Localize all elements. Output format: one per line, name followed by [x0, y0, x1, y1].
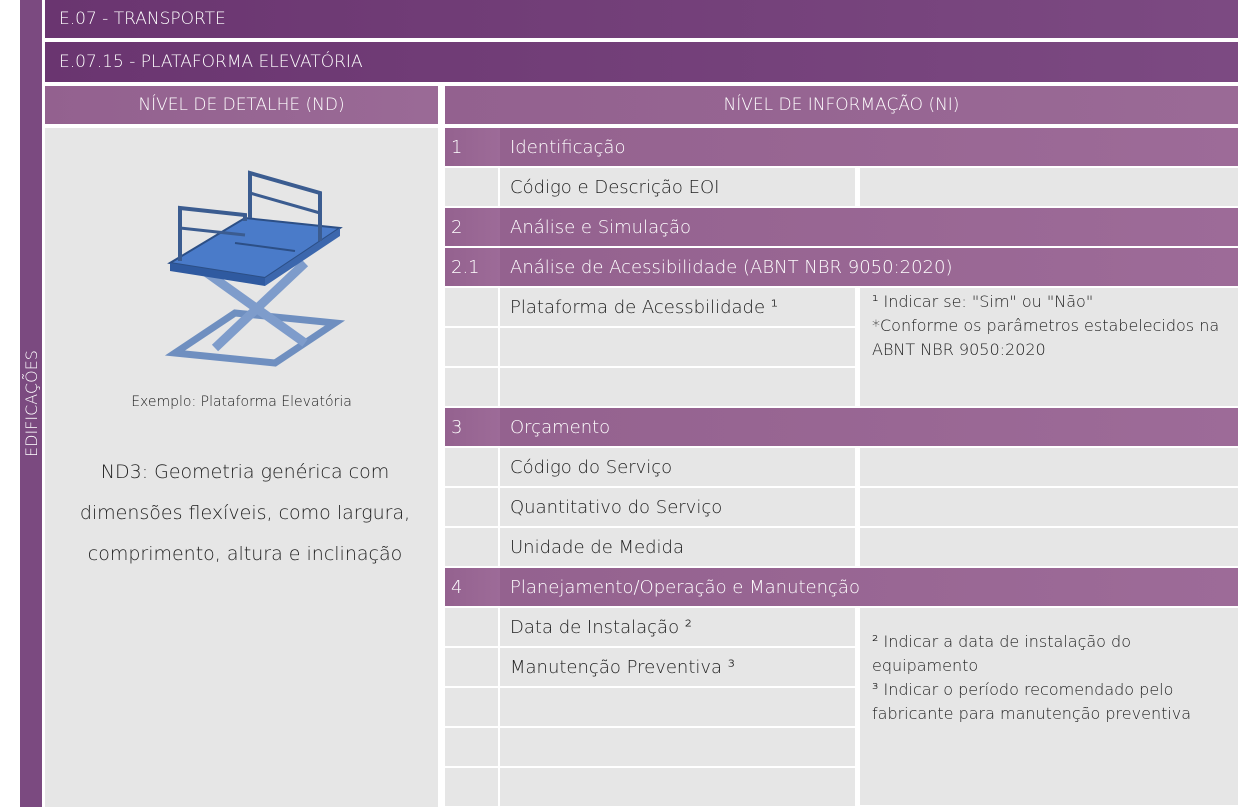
sidebar-label: EDIFICAÇÕES: [21, 350, 41, 457]
item-label: Quantitativo do Serviço: [500, 488, 855, 526]
section-title: Orçamento: [500, 408, 1238, 446]
note: ¹ Indicar se: "Sim" ou "Não" *Conforme os…: [860, 288, 1238, 406]
item-label: Data de Instalação ²: [500, 608, 855, 646]
row-number-cell: [445, 328, 498, 366]
value-cell: [860, 168, 1238, 206]
column-header: NÍVEL DE INFORMAÇÃO (NI): [445, 86, 1238, 124]
section-number: 3: [445, 408, 500, 446]
column-header: NÍVEL DE DETALHE (ND): [45, 86, 438, 124]
item-label: Código do Serviço: [500, 448, 855, 486]
subtitle: E.07.15 - PLATAFORMA ELEVATÓRIA: [45, 42, 1238, 82]
note-line: ² Indicar a data de instalação do equipa…: [872, 632, 1131, 675]
note-line: ³ Indicar o período recomendado pelo fab…: [872, 680, 1192, 723]
item-label: Código e Descrição EOI: [500, 168, 855, 206]
sidebar: EDIFICAÇÕES: [20, 0, 42, 807]
detail-panel: Exemplo: Plataforma Elevatória ND3: Geom…: [45, 128, 438, 807]
row-number-cell: [445, 168, 498, 206]
empty-cell: [500, 328, 855, 366]
section-title: Planejamento/Operação e Manutenção: [500, 568, 1238, 606]
section-number: 1: [445, 128, 500, 166]
title: E.07 - TRANSPORTE: [45, 0, 1238, 38]
empty-cell: [500, 688, 855, 726]
empty-cell: [500, 768, 855, 806]
section-number: 2.1: [445, 248, 500, 286]
empty-cell: [500, 728, 855, 766]
item-label: Unidade de Medida: [500, 528, 855, 566]
platform-image: [164, 170, 346, 367]
section-title: Análise de Acessibilidade (ABNT NBR 9050…: [500, 248, 1238, 286]
section-number: 2: [445, 208, 500, 246]
row-number-cell: [445, 608, 498, 646]
value-cell: [860, 528, 1238, 566]
item-label: Plataforma de Acessbilidade ¹: [500, 288, 855, 326]
image-caption: Exemplo: Plataforma Elevatória: [131, 394, 352, 410]
section-title: Análise e Simulação: [500, 208, 1238, 246]
row-number-cell: [445, 768, 498, 806]
note: ² Indicar a data de instalação do equipa…: [860, 608, 1238, 805]
row-number-cell: [445, 728, 498, 766]
row-number-cell: [445, 488, 498, 526]
row-number-cell: [445, 528, 498, 566]
section-number: 4: [445, 568, 500, 606]
row-number-cell: [445, 648, 498, 686]
value-cell: [860, 448, 1238, 486]
row-number-cell: [445, 288, 498, 326]
row-number-cell: [445, 688, 498, 726]
row-number-cell: [445, 448, 498, 486]
empty-cell: [500, 368, 855, 406]
note-line: *Conforme os parâmetros estabelecidos na…: [872, 316, 1220, 359]
row-number-cell: [445, 368, 498, 406]
note-line: ¹ Indicar se: "Sim" ou "Não": [872, 292, 1094, 311]
detail-description: ND3: Geometria genérica com dimensões fl…: [79, 461, 411, 565]
section-title: Identificação: [500, 128, 1238, 166]
value-cell: [860, 488, 1238, 526]
item-label: Manutenção Preventiva ³: [500, 648, 855, 686]
